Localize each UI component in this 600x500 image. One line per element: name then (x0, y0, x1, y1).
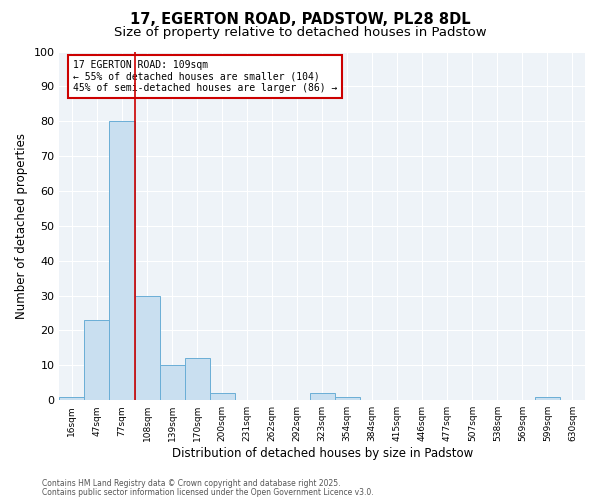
X-axis label: Distribution of detached houses by size in Padstow: Distribution of detached houses by size … (172, 447, 473, 460)
Text: Contains public sector information licensed under the Open Government Licence v3: Contains public sector information licen… (42, 488, 374, 497)
Text: Contains HM Land Registry data © Crown copyright and database right 2025.: Contains HM Land Registry data © Crown c… (42, 479, 341, 488)
Bar (59, 396, 85, 400)
Bar (535, 396, 560, 400)
Bar (185, 358, 209, 400)
Bar (109, 121, 134, 400)
Bar (160, 366, 185, 400)
Text: 17, EGERTON ROAD, PADSTOW, PL28 8DL: 17, EGERTON ROAD, PADSTOW, PL28 8DL (130, 12, 470, 28)
Bar (209, 393, 235, 400)
Bar (134, 296, 160, 400)
Bar (335, 396, 360, 400)
Text: 17 EGERTON ROAD: 109sqm
← 55% of detached houses are smaller (104)
45% of semi-d: 17 EGERTON ROAD: 109sqm ← 55% of detache… (73, 60, 338, 94)
Bar (85, 320, 109, 400)
Text: Size of property relative to detached houses in Padstow: Size of property relative to detached ho… (113, 26, 487, 39)
Y-axis label: Number of detached properties: Number of detached properties (15, 133, 28, 319)
Bar (310, 393, 335, 400)
